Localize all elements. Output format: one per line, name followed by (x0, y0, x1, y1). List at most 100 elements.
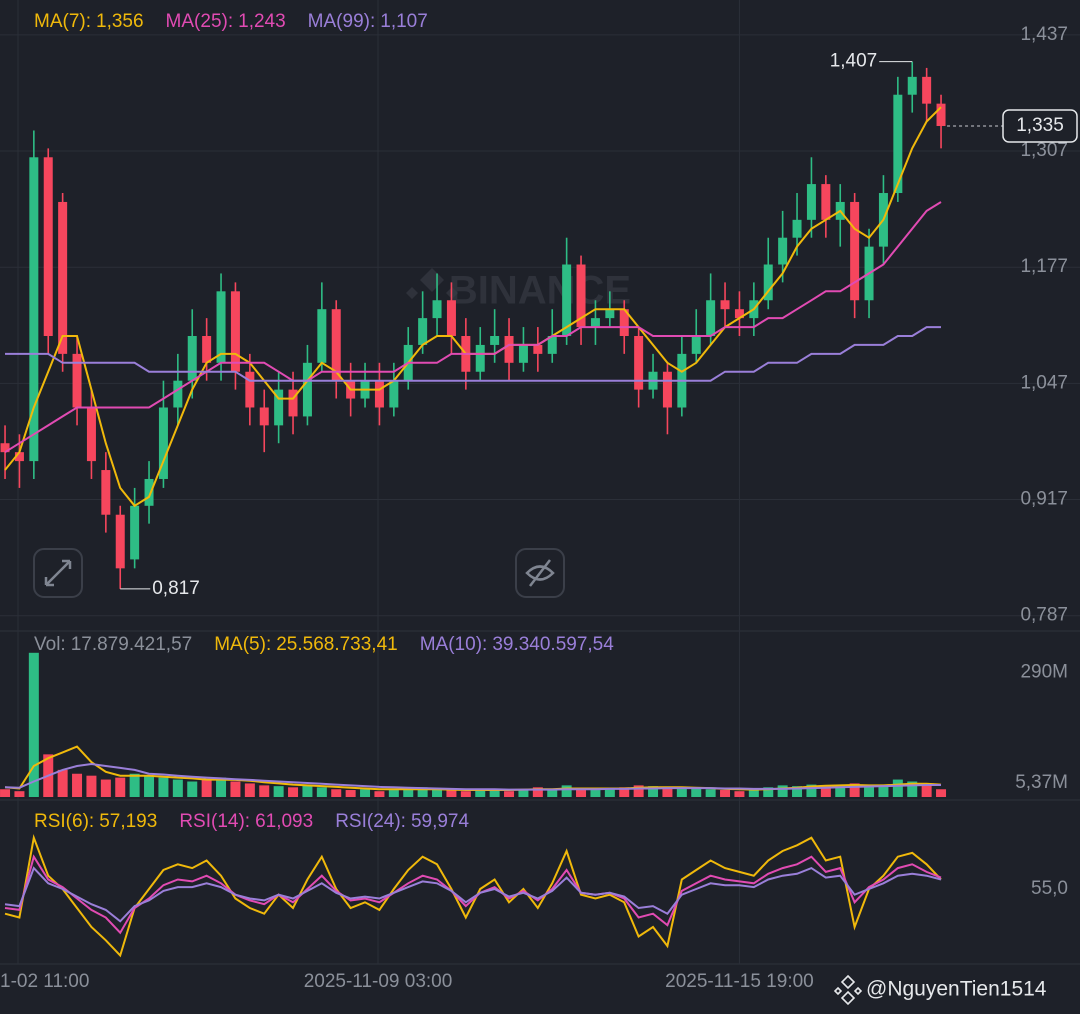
candle-body (533, 344, 543, 354)
volume-bar (28, 652, 39, 797)
volume-bar (561, 785, 572, 797)
x-tick-label: 2025-11-15 19:00 (665, 971, 814, 992)
volume-bar (532, 787, 543, 797)
legend-name: RSI(24): (335, 811, 406, 832)
candle-body (331, 309, 341, 381)
expand-button[interactable] (33, 548, 83, 598)
volume-bar (763, 787, 774, 797)
volume-bar (316, 787, 327, 797)
volume-bar (360, 789, 371, 797)
candle-body (43, 157, 53, 336)
legend-name: MA(25): (166, 11, 234, 32)
volume-bar (331, 789, 342, 797)
candle-body (187, 336, 197, 381)
y-tick-label: 55,0 (1031, 878, 1068, 899)
candle-body (590, 318, 600, 328)
footer-handle: @NguyenTien1514 (866, 978, 1047, 1001)
candle-body (475, 344, 485, 372)
candle-body (936, 103, 946, 126)
candle-body (29, 157, 39, 462)
volume-bar (921, 785, 932, 797)
candle-body (518, 344, 528, 363)
volume-bar (259, 785, 270, 797)
volume-bar (417, 787, 428, 797)
candle-body (202, 336, 212, 363)
volume-bar (446, 790, 457, 797)
candle-body (14, 452, 24, 462)
legend-name: MA(10): (420, 634, 488, 655)
button-frame[interactable] (33, 548, 83, 598)
candle-body (101, 470, 111, 515)
volume-bar (705, 789, 716, 797)
candle-body (504, 336, 514, 363)
volume-bar (144, 775, 155, 797)
volume-bar (345, 790, 356, 797)
legend: RSI(6): 57,193 RSI(14): 61,093 RSI(24): 59,97… (34, 811, 469, 832)
volume-bar (57, 769, 68, 797)
candle-body (418, 318, 428, 345)
volume-bar (201, 779, 212, 797)
candle-body (158, 407, 168, 479)
volume-bar (878, 786, 889, 797)
volume-bar (230, 781, 241, 797)
candle-body (547, 336, 557, 354)
volume-bar (662, 788, 673, 797)
legend-value: 57,193 (99, 811, 157, 832)
candle-body (72, 353, 82, 408)
volume-bar (216, 777, 227, 797)
candle-body (216, 291, 226, 363)
volume-bar (475, 790, 486, 797)
line (4, 866, 942, 923)
watermark: BINANCE (449, 269, 631, 313)
volume-bar (172, 779, 183, 797)
y-tick-label: 0,787 (1020, 605, 1068, 626)
y-tick-label: 5,37M (1015, 772, 1068, 793)
volume-bar (244, 783, 255, 797)
button-frame[interactable] (515, 548, 565, 598)
candle-body (922, 76, 932, 104)
candle-body (389, 380, 399, 408)
legend-name: RSI(14): (179, 811, 250, 832)
volume-bar (489, 789, 500, 797)
volume-bar (864, 785, 875, 797)
volume-bar (734, 791, 745, 797)
volume-bar (518, 790, 529, 797)
volume-bar (576, 788, 587, 797)
y-tick-label: 0,917 (1020, 489, 1068, 510)
legend-value: 61,093 (255, 811, 313, 832)
candle-body (490, 336, 500, 345)
candle-body (778, 237, 788, 265)
candle-body (259, 407, 269, 426)
volume-bar (691, 788, 702, 797)
candle-body (173, 380, 183, 408)
y-tick-label: 290M (1020, 662, 1068, 683)
hide-button[interactable] (515, 548, 565, 598)
candle-body (821, 184, 831, 220)
volume-bar (892, 779, 903, 797)
volume-bar (907, 781, 918, 797)
volume-bar (403, 788, 414, 797)
expand-icon (44, 559, 72, 587)
volume-bar (460, 791, 471, 797)
candle-body (763, 264, 773, 301)
volume-bar (720, 790, 731, 797)
candle-body (302, 362, 312, 417)
candle-body (274, 389, 284, 426)
y-tick-label: 1,437 (1020, 24, 1068, 45)
legend-name: MA(7): (34, 11, 91, 32)
line (5, 326, 941, 382)
volume-bar (619, 787, 630, 797)
min-label: 0,817 (152, 578, 200, 599)
volume-bar (115, 777, 126, 797)
grid (0, 0, 1080, 964)
volume-bar (547, 789, 558, 797)
candle-body (792, 219, 802, 238)
volume-bar (72, 773, 83, 797)
footer-logo (833, 974, 863, 1006)
candle-body (0, 443, 10, 453)
volume-bar (504, 791, 515, 797)
volume-bar (820, 785, 831, 797)
volume-bar (633, 785, 644, 797)
